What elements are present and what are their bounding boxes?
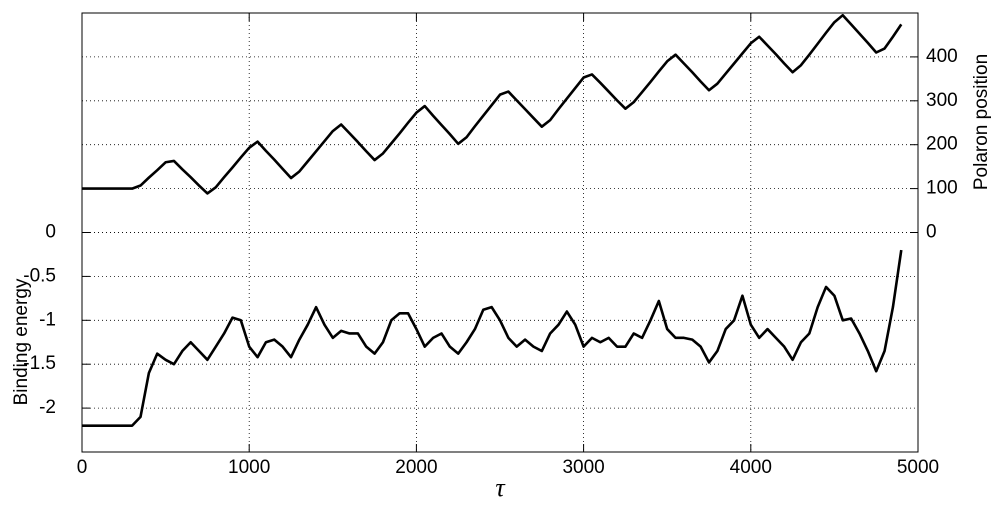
y2-tick-label: 100 — [926, 178, 958, 199]
x-tick-label: 1000 — [228, 457, 270, 478]
y-tick-label: 0 — [45, 222, 56, 243]
y2-tick-label: 200 — [926, 134, 958, 155]
y2-tick-label: 0 — [926, 222, 937, 243]
y2-tick-label: 400 — [926, 46, 958, 67]
y-tick-label: -1 — [39, 309, 56, 330]
x-tick-label: 2000 — [395, 457, 437, 478]
y2-tick-label: 300 — [926, 90, 958, 111]
y2-axis-label: Polaron position — [971, 54, 992, 190]
x-tick-label: 4000 — [730, 457, 772, 478]
plot-frame — [81, 12, 919, 453]
x-tick-label: 3000 — [562, 457, 604, 478]
x-axis-label: τ — [495, 473, 506, 502]
y-axis-label: Binding energy — [11, 278, 32, 405]
x-tick-label: 5000 — [897, 457, 939, 478]
x-tick-label: 0 — [77, 457, 88, 478]
y-tick-label: -1.5 — [23, 353, 56, 374]
data-line — [82, 13, 903, 195]
data-line — [82, 249, 903, 427]
y-tick-label: -2 — [39, 397, 56, 418]
y-tick-label: -0.5 — [23, 265, 56, 286]
